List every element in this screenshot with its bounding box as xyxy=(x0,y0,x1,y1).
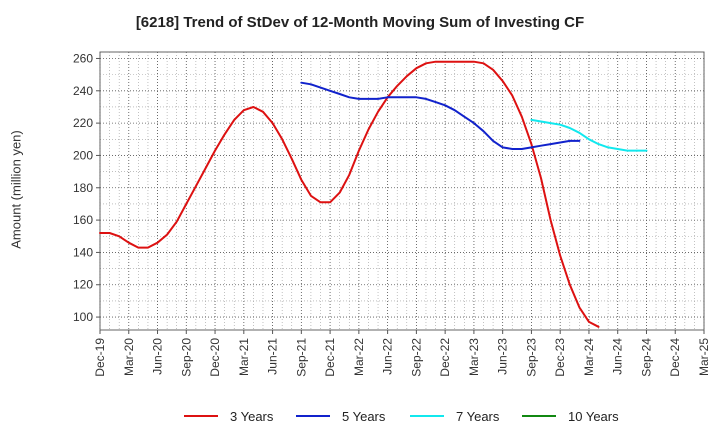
x-tick-label: Sep-23 xyxy=(524,338,538,377)
legend-item-10-years: 10 Years xyxy=(522,404,619,428)
legend-item-7-years: 7 Years xyxy=(410,404,499,428)
legend: 3 Years 5 Years 7 Years 10 Years xyxy=(0,404,720,428)
legend-label-7-years: 7 Years xyxy=(456,408,500,424)
y-tick-label: 100 xyxy=(73,310,93,324)
x-tick-label: Mar-24 xyxy=(582,338,596,376)
y-tick-label: 160 xyxy=(73,213,93,227)
series-line-5-years xyxy=(300,81,581,150)
legend-swatch-7-years xyxy=(410,415,444,417)
x-tick-label: Sep-20 xyxy=(179,338,193,377)
chart-title: [6218] Trend of StDev of 12-Month Moving… xyxy=(135,14,585,31)
legend-item-3-years: 3 Years xyxy=(184,404,273,428)
x-tick-label: Jun-23 xyxy=(496,338,510,375)
x-tick-label: Dec-22 xyxy=(438,338,452,377)
legend-swatch-5-years xyxy=(296,415,330,417)
x-tick-label: Sep-21 xyxy=(294,338,308,377)
x-tick-label: Dec-24 xyxy=(668,338,682,377)
x-tick-label: Sep-24 xyxy=(639,338,653,377)
legend-item-5-years: 5 Years xyxy=(296,404,385,428)
x-tick-label: Jun-21 xyxy=(266,338,280,375)
x-tick-label: Jun-20 xyxy=(151,338,165,375)
x-tick-label: Dec-21 xyxy=(323,338,337,377)
y-tick-label: 260 xyxy=(73,51,93,65)
x-tick-label: Dec-23 xyxy=(553,338,567,377)
x-tick-label: Sep-22 xyxy=(409,338,423,377)
series-line-7-years xyxy=(530,118,648,152)
y-tick-label: 240 xyxy=(73,84,93,98)
legend-label-10-years: 10 Years xyxy=(568,408,619,424)
x-tick-label: Mar-21 xyxy=(237,338,251,376)
y-tick-label: 120 xyxy=(73,278,93,292)
y-tick-label: 140 xyxy=(73,245,93,259)
legend-label-5-years: 5 Years xyxy=(342,408,386,424)
x-tick-label: Mar-22 xyxy=(352,338,366,376)
x-tick-label: Jun-24 xyxy=(611,338,625,375)
x-tick-label: Mar-25 xyxy=(697,338,711,376)
x-tick-label: Dec-20 xyxy=(208,338,222,377)
x-tick-label: Mar-23 xyxy=(467,338,481,376)
series-line-3-years xyxy=(99,60,600,328)
x-tick-label: Jun-22 xyxy=(381,338,395,375)
legend-label-3-years: 3 Years xyxy=(230,408,274,424)
legend-swatch-3-years xyxy=(184,415,218,417)
plot-area xyxy=(99,51,705,331)
y-tick-label: 220 xyxy=(73,116,93,130)
y-tick-label: 200 xyxy=(73,148,93,162)
x-tick-label: Mar-20 xyxy=(122,338,136,376)
y-tick-label: 180 xyxy=(73,181,93,195)
x-tick-label: Dec-19 xyxy=(93,338,107,377)
legend-swatch-10-years xyxy=(522,415,556,417)
